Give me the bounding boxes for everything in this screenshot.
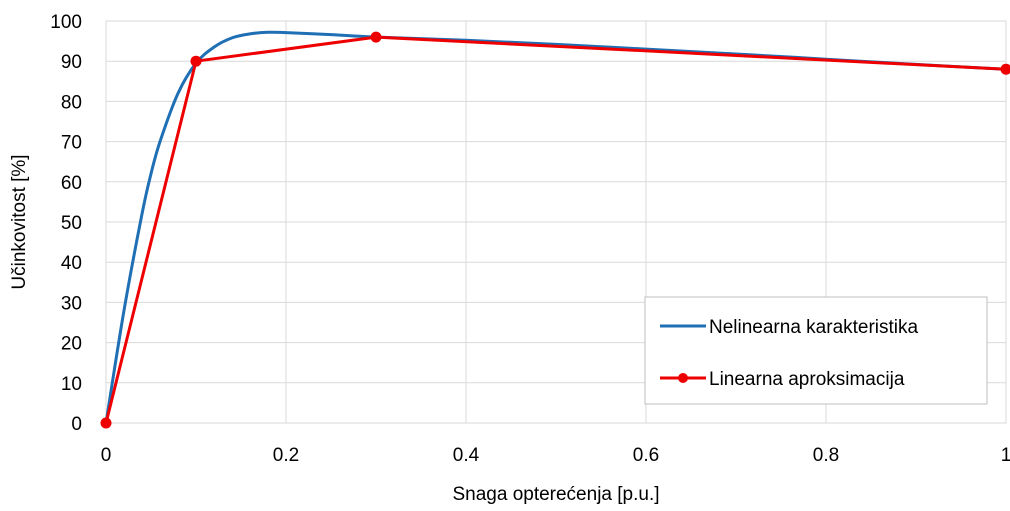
- legend: Nelinearna karakteristika Linearna aprok…: [644, 296, 988, 405]
- y-axis-title: Učinkovitost [%]: [9, 154, 30, 289]
- y-tick-label: 20: [61, 334, 82, 355]
- x-tick-label: 0.6: [633, 445, 659, 466]
- y-tick-label: 10: [61, 374, 82, 395]
- x-tick-label: 0.2: [273, 445, 299, 466]
- y-tick-label: 70: [61, 133, 82, 154]
- data-point-linearna: [1000, 63, 1010, 75]
- x-axis-ticks: 0 0.2 0.4 0.6 0.8 1: [101, 445, 1010, 466]
- y-tick-label: 0: [71, 414, 82, 435]
- y-tick-label: 50: [61, 213, 82, 234]
- legend-label-linearna: Linearna aproksimacija: [709, 369, 905, 390]
- x-tick-label: 1: [1001, 445, 1010, 466]
- legend-marker-linearna: [678, 373, 688, 383]
- y-tick-label: 80: [61, 92, 82, 113]
- y-axis-ticks: 0 10 20 30 40 50 60 70 80 90 100: [50, 12, 82, 435]
- y-tick-label: 40: [61, 253, 82, 274]
- x-tick-label: 0.4: [453, 445, 480, 466]
- legend-label-nelinearna: Nelinearna karakteristika: [709, 317, 919, 338]
- series-layer: [100, 30, 1010, 429]
- x-axis-title: Snaga opterećenja [p.u.]: [452, 484, 659, 505]
- data-point-linearna: [190, 55, 202, 67]
- data-point-linearna: [100, 417, 112, 429]
- x-tick-label: 0: [101, 445, 112, 466]
- y-tick-label: 60: [61, 173, 82, 194]
- y-tick-label: 100: [50, 12, 82, 33]
- y-tick-label: 30: [61, 293, 82, 314]
- y-tick-label: 90: [61, 52, 82, 73]
- series-line-linearna: [104, 35, 1007, 424]
- plot-frame: [105, 20, 1007, 424]
- x-tick-label: 0.8: [813, 445, 839, 466]
- data-point-linearna: [370, 31, 382, 43]
- legend-box: [644, 296, 988, 405]
